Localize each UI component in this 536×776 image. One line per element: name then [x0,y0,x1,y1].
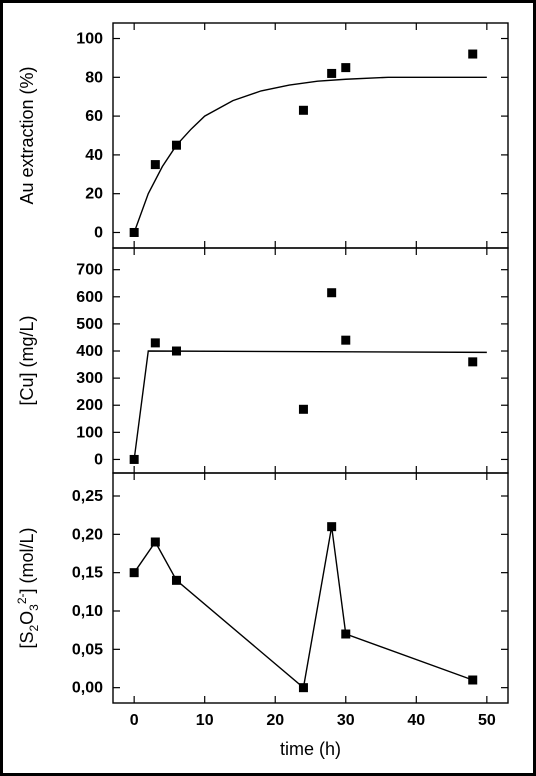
svg-text:30: 30 [337,712,355,729]
svg-text:600: 600 [76,289,103,306]
svg-text:500: 500 [76,316,103,333]
svg-text:[S2O32-] (mol/L): [S2O32-] (mol/L) [15,527,41,648]
svg-text:0: 0 [94,451,103,468]
svg-text:time (h): time (h) [280,739,341,759]
svg-text:700: 700 [76,262,103,279]
svg-text:0,00: 0,00 [72,680,103,697]
svg-text:[Cu] (mg/L): [Cu] (mg/L) [17,315,37,405]
svg-text:Au extraction (%): Au extraction (%) [17,66,37,204]
svg-text:0,25: 0,25 [72,488,103,505]
svg-text:20: 20 [266,712,284,729]
svg-text:10: 10 [196,712,214,729]
svg-text:0,05: 0,05 [72,641,103,658]
svg-text:0: 0 [94,224,103,241]
svg-text:400: 400 [76,343,103,360]
svg-text:50: 50 [478,712,496,729]
svg-text:100: 100 [76,424,103,441]
svg-text:60: 60 [85,108,103,125]
svg-text:0: 0 [130,712,139,729]
svg-text:40: 40 [407,712,425,729]
svg-text:40: 40 [85,147,103,164]
svg-text:200: 200 [76,397,103,414]
svg-text:20: 20 [85,186,103,203]
svg-text:300: 300 [76,370,103,387]
chart-svg: 020406080100Au extraction (%)01002003004… [3,3,533,773]
svg-text:100: 100 [76,31,103,48]
svg-text:0,20: 0,20 [72,526,103,543]
svg-text:0,15: 0,15 [72,565,103,582]
svg-text:0,10: 0,10 [72,603,103,620]
svg-text:80: 80 [85,69,103,86]
figure-frame: 020406080100Au extraction (%)01002003004… [0,0,536,776]
